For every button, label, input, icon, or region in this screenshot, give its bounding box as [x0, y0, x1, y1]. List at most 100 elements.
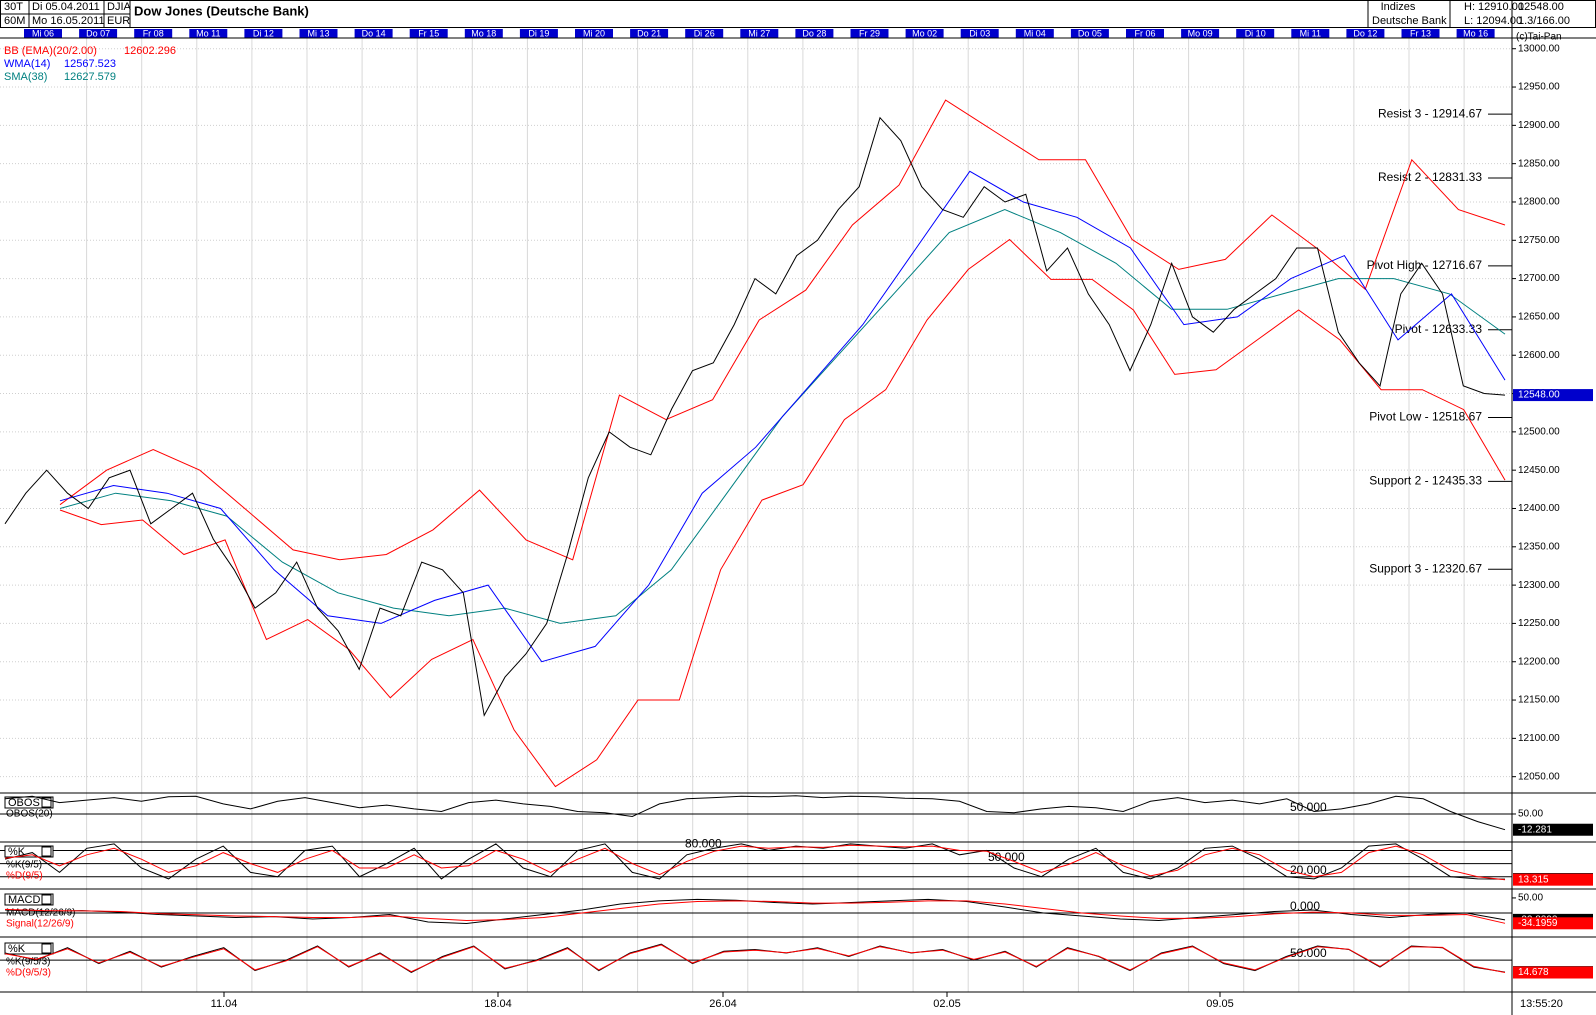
date-label: Fr 29 [859, 28, 880, 38]
level-label: 20.000 [1290, 863, 1327, 877]
expand-icon[interactable] [41, 894, 52, 905]
series-label: %K(9/5) [6, 860, 42, 871]
y-tick-label: 12050.00 [1518, 771, 1560, 782]
copyright: (c)Tai-Pan [1516, 32, 1562, 43]
last-value-label: 13.315 [1518, 874, 1549, 885]
level-label: Resist 2 - 12831.33 [1378, 170, 1482, 184]
level-label: Support 3 - 12320.67 [1369, 561, 1482, 575]
x-tick-label: 09.05 [1206, 998, 1234, 1010]
date-cell [464, 29, 503, 38]
date-label: Fr 06 [1134, 28, 1155, 38]
legend-value: 12602.296 [124, 45, 176, 57]
y-tick-label: 12200.00 [1518, 656, 1560, 667]
y-tick-label: 12700.00 [1518, 273, 1560, 284]
last-value-box [1513, 873, 1593, 886]
date-cell [1291, 29, 1330, 38]
date-label: Mo 11 [196, 28, 220, 38]
y-tick-label: 50.00 [1518, 809, 1543, 820]
y-tick-label: 12950.00 [1518, 82, 1560, 93]
level-label: Pivot - 12633.33 [1395, 322, 1483, 336]
date-cell [1401, 29, 1440, 38]
title: Dow Jones (Deutsche Bank) [134, 3, 309, 18]
ratio: 1.3/166.00 [1518, 15, 1570, 27]
legend-name: BB (EMA)(20/2.00) [4, 45, 97, 57]
date-label: Di 03 [969, 28, 990, 38]
source: Deutsche Bank [1372, 15, 1447, 27]
to-date: Mo 16.05.2011 [32, 15, 105, 27]
date-label: Do 05 [1078, 28, 1102, 38]
date-cell [299, 29, 338, 38]
last-price-box [1513, 389, 1593, 402]
date-label: Mo 09 [1188, 28, 1213, 38]
level-label: Support 2 - 12435.33 [1369, 474, 1482, 488]
panel-label-box [4, 942, 54, 955]
expand-icon[interactable] [41, 846, 52, 857]
y-tick-label: 12100.00 [1518, 733, 1560, 744]
x-tick-label: 11.04 [211, 998, 238, 1010]
date-cell [79, 29, 118, 38]
panel-label: %K [8, 943, 26, 955]
panel-label-box [4, 845, 54, 858]
x-tick-label: 02.05 [933, 998, 961, 1010]
y-tick-label: 12450.00 [1518, 465, 1560, 476]
date-cell [519, 29, 558, 38]
date-label: Mi 04 [1024, 28, 1046, 38]
indicator-line [4, 944, 1506, 973]
date-label: Do 12 [1353, 28, 1377, 38]
y-tick-label: 12400.00 [1518, 503, 1560, 514]
legend-name: WMA(14) [4, 58, 50, 70]
indicator-line [4, 900, 1506, 924]
date-label: Mo 02 [912, 28, 937, 38]
date-label: Fr 13 [1410, 28, 1431, 38]
date-cell [409, 29, 448, 38]
last-price-label: 12548.00 [1518, 390, 1560, 401]
date-cell [1181, 29, 1220, 38]
y-tick-label: 12250.00 [1518, 618, 1560, 629]
indicator-line [4, 943, 1506, 973]
date-cell [960, 29, 999, 38]
date-label: Fr 15 [418, 28, 439, 38]
date-cell [354, 29, 393, 38]
legend-name: SMA(38) [4, 71, 47, 83]
y-tick-label: 12150.00 [1518, 695, 1560, 706]
x-tick-label: 26.04 [709, 998, 737, 1010]
level-label: 50.000 [988, 850, 1025, 864]
date-cell [1070, 29, 1109, 38]
date-label: Di 26 [694, 28, 715, 38]
y-tick-label: 12300.00 [1518, 580, 1560, 591]
date-cell [1015, 29, 1054, 38]
panel-label: OBOS [8, 797, 40, 809]
level-label: Resist 3 - 12914.67 [1378, 106, 1482, 120]
date-label: Do 07 [86, 28, 110, 38]
time: 13:55:20 [1520, 998, 1563, 1010]
legend-value: 12627.579 [64, 71, 116, 83]
level-label: 50.000 [1290, 946, 1327, 960]
last-value-box [1513, 917, 1593, 930]
expand-icon[interactable] [41, 943, 52, 954]
y-tick-label: 12500.00 [1518, 426, 1560, 437]
symbol: DJIA [107, 1, 132, 13]
date-cell [575, 29, 613, 38]
date-cell [850, 29, 889, 38]
y-tick-label: 12850.00 [1518, 158, 1560, 169]
expand-icon[interactable] [41, 797, 52, 808]
y-tick-label: 12600.00 [1518, 350, 1560, 361]
panel-label-box [4, 893, 54, 906]
series-label: %D(9/5) [6, 871, 43, 882]
date-label: Di 12 [253, 28, 274, 38]
y-tick-label: 12650.00 [1518, 312, 1560, 323]
bb-upper [59, 99, 1506, 561]
bb-lower [59, 238, 1506, 788]
series-label: %K(9/5/3) [6, 957, 50, 968]
date-label: Mi 27 [748, 28, 770, 38]
indicator-line [4, 795, 1506, 831]
series-label: Signal(12/26/9) [6, 919, 74, 930]
level-label: Pivot High - 12716.67 [1367, 258, 1483, 272]
date-label: Mi 06 [32, 28, 54, 38]
wma-line [59, 170, 1506, 663]
date-label: Mo 16 [1463, 28, 1488, 38]
y-tick-label: 50.00 [1518, 893, 1543, 904]
y-tick-label: 12900.00 [1518, 120, 1560, 131]
date-cell [685, 29, 724, 38]
date-cell [795, 29, 834, 38]
